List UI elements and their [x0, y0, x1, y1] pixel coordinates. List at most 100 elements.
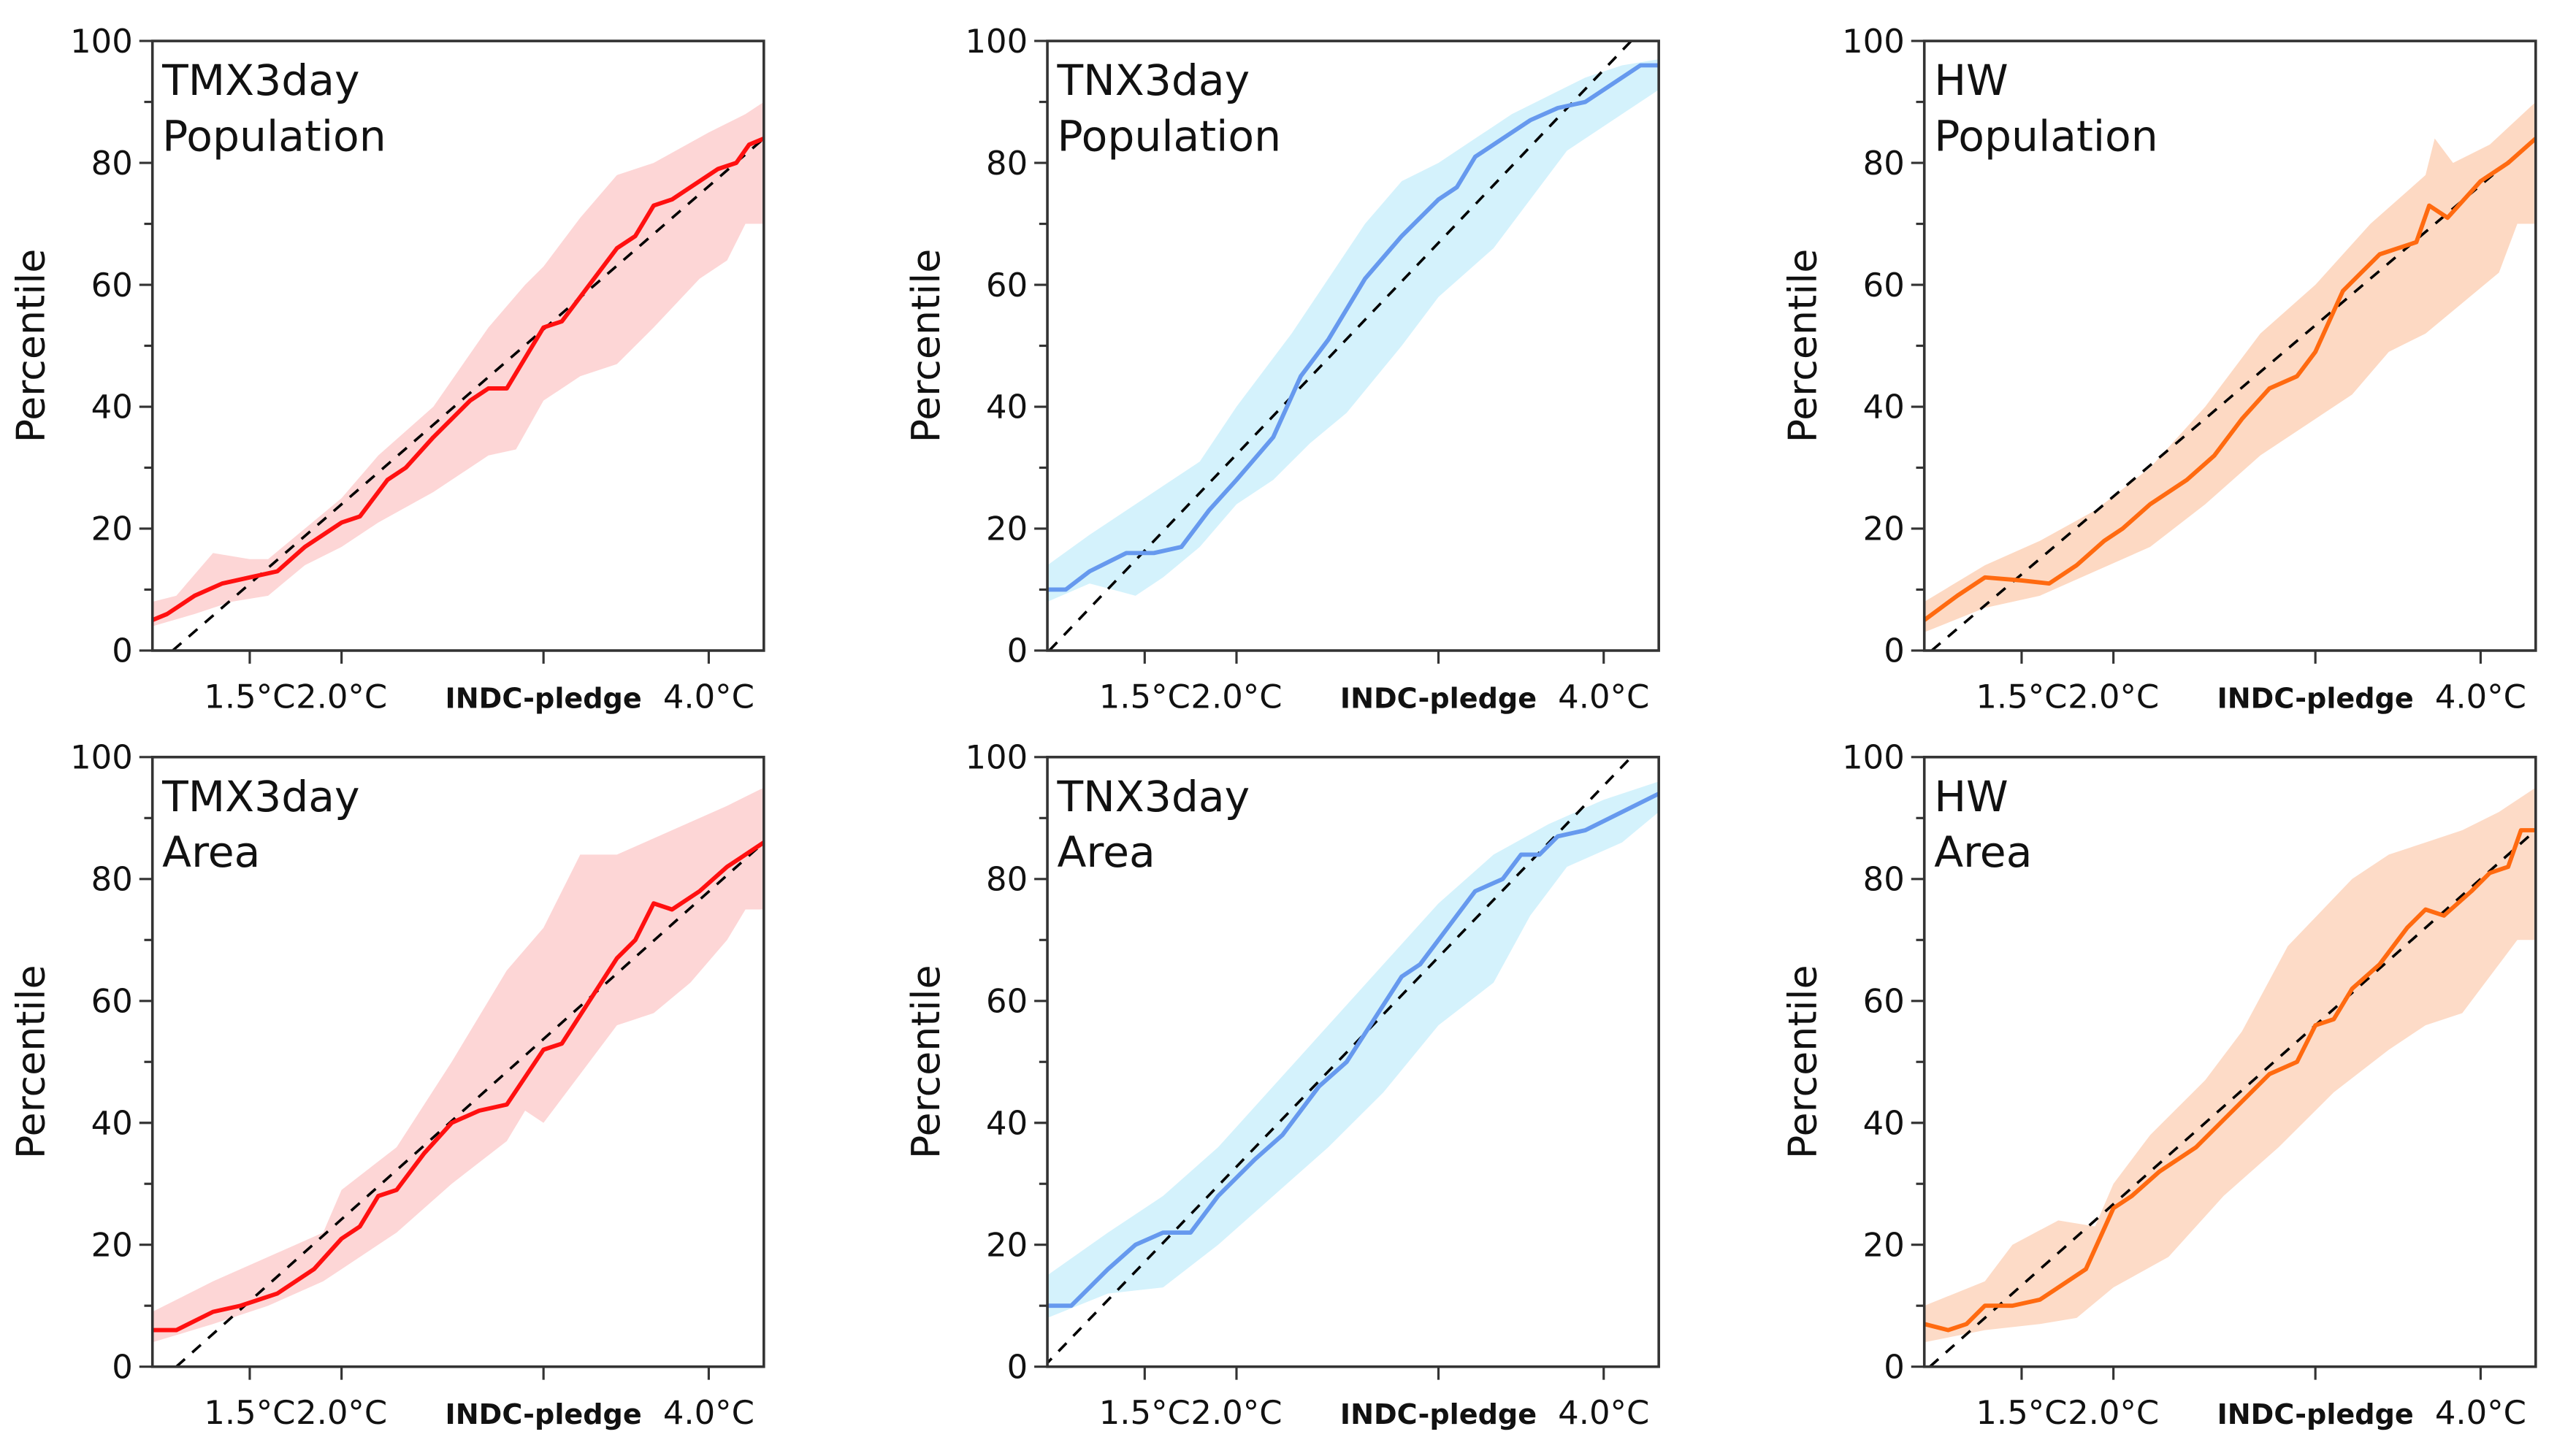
y-tick-label: 100: [1842, 22, 1905, 61]
y-tick-label: 0: [1007, 1347, 1028, 1386]
median-line: [1924, 828, 2536, 1333]
plot-area: [1924, 787, 2536, 1367]
y-tick-label: 80: [91, 144, 133, 183]
y-axis-label: Percentile: [903, 965, 949, 1159]
y-tick-label: 100: [965, 738, 1028, 777]
panel-title: TNX3day: [1057, 55, 1250, 105]
y-tick-label: 40: [1863, 388, 1905, 426]
panel-title: HW: [1934, 772, 2008, 821]
y-tick-label: 20: [91, 510, 133, 548]
reference-dashed-line: [172, 137, 764, 651]
panel-title: Population: [1934, 111, 2158, 161]
y-tick-label: 80: [91, 860, 133, 899]
chart-panel: 0 20 40 60 80 100 Percentile 1.5°C 2.0°C INDC-ple…: [903, 738, 1660, 1432]
x-tick-label: 1.5°C: [204, 1393, 295, 1432]
median-line: [152, 840, 764, 1333]
panel-title: Area: [162, 827, 260, 877]
median-line: [152, 136, 764, 622]
y-tick-label: 20: [91, 1225, 133, 1264]
plot-area: [1047, 41, 1659, 651]
y-tick-label: 60: [1863, 266, 1905, 304]
plot-area: [1047, 756, 1659, 1365]
x-tick-label: 2.0°C: [1190, 678, 1282, 716]
x-tick-label: 1.5°C: [204, 678, 295, 716]
y-tick-label: 60: [91, 266, 133, 304]
y-tick-label: 80: [1863, 144, 1905, 183]
x-tick-label: 1.5°C: [1976, 1393, 2067, 1432]
y-tick-label: 0: [1884, 1347, 1905, 1386]
y-tick-label: 40: [1863, 1103, 1905, 1142]
y-tick-label: 100: [965, 22, 1028, 61]
y-tick-label: 60: [1863, 981, 1905, 1020]
y-tick-label: 0: [1884, 632, 1905, 670]
y-tick-label: 20: [986, 1225, 1028, 1264]
chart-panel: 0 20 40 60 80 100 Percentile 1.5°C 2.0°C INDC-ple…: [8, 738, 765, 1432]
panel-title: Area: [1058, 827, 1155, 877]
uncertainty-band: [1047, 59, 1659, 602]
reference-dashed-line: [1047, 756, 1632, 1365]
panel-title: Area: [1934, 827, 2032, 877]
y-tick-label: 60: [986, 266, 1028, 304]
x-tick-label: INDC-pledge: [446, 1398, 642, 1430]
x-tick-label: 4.0°C: [2435, 678, 2526, 716]
x-tick-label: 1.5°C: [1976, 678, 2067, 716]
y-tick-label: 100: [70, 738, 133, 777]
panel-title: HW: [1934, 55, 2008, 105]
x-tick-label: 4.0°C: [663, 678, 754, 716]
chart-panel: 0 20 40 60 80 100 Percentile 1.5°C 2.0°C INDC-ple…: [8, 22, 765, 716]
x-tick-label: INDC-pledge: [2217, 1398, 2414, 1430]
chart-panel: 0 20 40 60 80 100 Percentile 1.5°C 2.0°C INDC-ple…: [1780, 738, 2537, 1432]
uncertainty-band: [1924, 101, 2536, 632]
plot-area: [1924, 101, 2536, 651]
plot-area: [152, 787, 764, 1367]
y-tick-label: 100: [70, 22, 133, 61]
y-tick-label: 80: [986, 144, 1028, 183]
y-tick-label: 20: [986, 510, 1028, 548]
y-tick-label: 0: [1007, 632, 1028, 670]
x-tick-label: 1.5°C: [1099, 678, 1190, 716]
y-axis-label: Percentile: [8, 965, 54, 1159]
plot-area: [152, 101, 764, 651]
x-tick-label: 2.0°C: [296, 678, 387, 716]
x-tick-label: 2.0°C: [2068, 1393, 2159, 1432]
y-axis-label: Percentile: [1780, 249, 1826, 443]
x-tick-label: 2.0°C: [296, 1393, 387, 1432]
y-tick-label: 60: [986, 981, 1028, 1020]
y-axis-label: Percentile: [8, 249, 54, 443]
x-tick-label: INDC-pledge: [1340, 1398, 1537, 1430]
y-tick-label: 100: [1842, 738, 1905, 777]
y-axis-label: Percentile: [1780, 965, 1826, 1159]
uncertainty-band: [152, 101, 764, 627]
panel-title: TMX3day: [161, 772, 359, 821]
reference-dashed-line: [1930, 137, 2536, 651]
uncertainty-band: [152, 787, 764, 1343]
panel-title: TMX3day: [161, 55, 359, 105]
chart-panel: 0 20 40 60 80 100 Percentile 1.5°C 2.0°C INDC-ple…: [903, 22, 1660, 716]
x-tick-label: 4.0°C: [1558, 1393, 1649, 1432]
chart-panel: 0 20 40 60 80 100 Percentile 1.5°C 2.0°C INDC-ple…: [1780, 22, 2537, 716]
panel-title: Population: [1058, 111, 1282, 161]
x-tick-label: 4.0°C: [663, 1393, 754, 1432]
y-tick-label: 40: [986, 1103, 1028, 1142]
median-line: [1047, 63, 1659, 592]
median-line: [1924, 137, 2536, 622]
y-tick-label: 40: [91, 388, 133, 426]
y-tick-label: 40: [986, 388, 1028, 426]
x-tick-label: INDC-pledge: [2217, 683, 2414, 715]
y-tick-label: 20: [1863, 510, 1905, 548]
x-tick-label: INDC-pledge: [1340, 683, 1537, 715]
x-tick-label: 2.0°C: [1190, 1393, 1282, 1432]
uncertainty-band: [1924, 787, 2536, 1343]
y-tick-label: 40: [91, 1103, 133, 1142]
panel-title: TNX3day: [1057, 772, 1250, 821]
x-tick-label: 4.0°C: [2435, 1393, 2526, 1432]
x-tick-label: 4.0°C: [1558, 678, 1649, 716]
y-tick-label: 80: [1863, 860, 1905, 899]
y-tick-label: 60: [91, 981, 133, 1020]
reference-dashed-line: [1929, 829, 2536, 1367]
y-axis-label: Percentile: [903, 249, 949, 443]
x-tick-label: INDC-pledge: [446, 683, 642, 715]
x-tick-label: 2.0°C: [2068, 678, 2159, 716]
panel-title: Population: [162, 111, 386, 161]
